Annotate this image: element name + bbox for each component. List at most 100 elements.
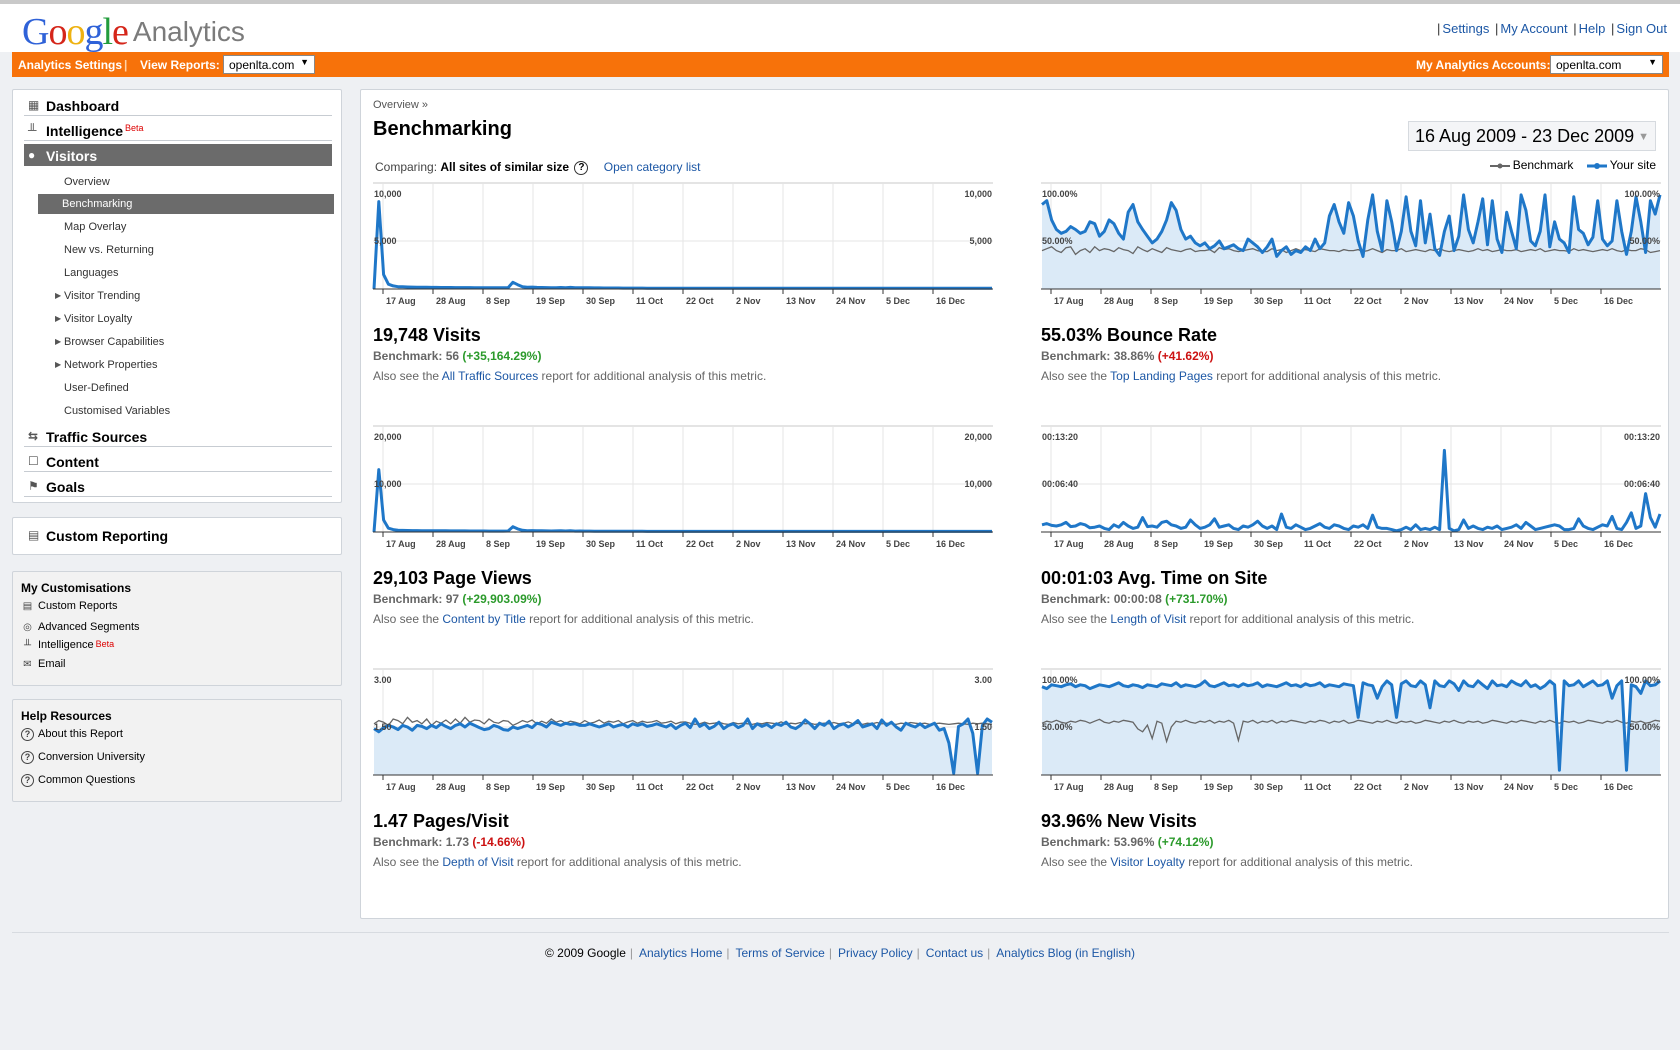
subnav-benchmarking[interactable]: Benchmarking [38, 194, 334, 214]
x-tick-label: 24 Nov [1504, 296, 1534, 306]
common-questions-link[interactable]: ? Common Questions [21, 774, 135, 792]
nav-custom-reporting[interactable]: ▤ Custom Reporting [24, 524, 332, 546]
nav-content[interactable]: ☐ Content [24, 450, 332, 472]
footer-analytics-home-link[interactable]: Analytics Home [639, 946, 723, 960]
x-tick-label: 5 Dec [1554, 296, 1578, 306]
metric-block-new-visits: 17 Aug 28 Aug 8 Sep 19 Sep 30 Sep 11 Oct 22 Oc… [1041, 668, 1661, 879]
nav-intelligence[interactable]: ╨ Intelligence Beta [24, 119, 332, 141]
x-tick-label: 16 Dec [936, 296, 965, 306]
your-site-series-line [372, 200, 992, 290]
subnav-network-properties[interactable]: ▶ Network Properties [38, 355, 334, 375]
your-site-series-line [372, 468, 992, 533]
subnav-user-defined[interactable]: User-Defined [64, 382, 129, 394]
x-tick-label: 11 Oct [636, 296, 663, 306]
line-chart-visits: 17 Aug 28 Aug 8 Sep 19 Sep 30 Sep 11 Oct 22 Oc… [372, 182, 993, 306]
related-report-link[interactable]: All Traffic Sources [441, 369, 539, 383]
x-tick-label: 19 Sep [536, 539, 566, 549]
google-wordmark: Google [22, 11, 129, 53]
advanced-segments-link[interactable]: ◎ Advanced Segments [21, 621, 139, 639]
subnav-map-overlay[interactable]: Map Overlay [64, 221, 127, 233]
subnav-visitor-trending[interactable]: ▶ Visitor Trending [38, 286, 334, 306]
related-report-link[interactable]: Length of Visit [1110, 612, 1187, 626]
dropdown-arrow-icon: ▼ [1648, 57, 1657, 67]
subnav-languages[interactable]: Languages [64, 267, 119, 279]
view-reports-label: View Reports: [140, 58, 220, 72]
conversion-university-link[interactable]: ? Conversion University [21, 751, 145, 769]
your-site-series-line [373, 717, 993, 775]
intelligence-link[interactable]: ╨ Intelligence Beta [21, 639, 114, 657]
footer-terms-link[interactable]: Terms of Service [735, 946, 825, 960]
subnav-customised-variables[interactable]: Customised Variables [64, 405, 171, 417]
related-report-link[interactable]: Depth of Visit [442, 855, 514, 869]
x-tick-label: 22 Oct [1354, 782, 1382, 792]
subnav-browser-capabilities[interactable]: ▶ Browser Capabilities [38, 332, 334, 352]
open-category-list-link[interactable]: Open category list [603, 160, 701, 174]
beta-badge: Beta [95, 639, 115, 649]
analytics-settings-link[interactable]: Analytics Settings [18, 58, 123, 72]
help-icon: ? [21, 751, 34, 764]
help-icon[interactable]: ? [574, 161, 589, 175]
header: Google Analytics | Settings | My Account | H… [0, 0, 1680, 53]
subnav-overview[interactable]: Overview [64, 176, 110, 188]
nav-traffic-sources[interactable]: ⇆ Traffic Sources [24, 425, 332, 447]
x-tick-label: 28 Aug [1104, 539, 1134, 549]
also-see-prefix: Also see the [373, 612, 443, 626]
sign-out-link[interactable]: Sign Out [1616, 21, 1667, 36]
footer-contact-link[interactable]: Contact us [925, 946, 984, 960]
breadcrumb-overview[interactable]: Overview » [373, 99, 429, 111]
help-link[interactable]: Help [1578, 21, 1606, 36]
legend-your-site-label: Your site [1609, 158, 1656, 172]
benchmark-change: (+731.70%) [1165, 592, 1228, 606]
x-tick-label: 30 Sep [1254, 296, 1284, 306]
about-report-link[interactable]: ? About this Report [21, 728, 123, 746]
main-content: Overview » Benchmarking Comparing: All s… [360, 89, 1669, 919]
content-icon: ☐ [28, 454, 39, 468]
footer: © 2009 Google | Analytics Home | Terms of Se… [544, 946, 1136, 960]
email-link[interactable]: ✉ Email [21, 658, 65, 676]
y-tick-label-right-mid: 5,000 [969, 236, 992, 246]
footer-privacy-link[interactable]: Privacy Policy [837, 946, 913, 960]
y-tick-label-right-mid: 00:06:40 [1624, 479, 1660, 489]
visitor-icon: ● [28, 148, 36, 162]
date-range-picker[interactable]: 16 Aug 2009 - 23 Dec 2009 ▼ [1408, 121, 1656, 151]
related-report-link[interactable]: Content by Title [442, 612, 526, 626]
accounts-select[interactable]: openlta.com ▼ [1550, 55, 1663, 74]
subnav-new-vs-returning[interactable]: New vs. Returning [64, 244, 154, 256]
your-site-area [374, 719, 992, 775]
y-tick-label-left-top: 10,000 [374, 189, 402, 199]
x-tick-label: 11 Oct [1304, 539, 1331, 549]
top-links: | Settings | My Account | Help | Sign Out [1437, 21, 1667, 36]
breadcrumb[interactable]: Overview » [373, 99, 428, 111]
y-tick-label-left-mid: 5,000 [374, 236, 397, 246]
related-report-link[interactable]: Top Landing Pages [1110, 369, 1213, 383]
footer-blog-link[interactable]: Analytics Blog (in English) [996, 946, 1136, 960]
subnav-visitor-loyalty[interactable]: ▶ Visitor Loyalty [38, 309, 334, 329]
metric-benchmark: Benchmark: 56 (+35,164.29%) [373, 349, 541, 363]
email-icon: ✉ [23, 659, 32, 670]
y-tick-label-right-top: 100.00% [1624, 675, 1660, 685]
date-range-value: 16 Aug 2009 - 23 Dec 2009 [1415, 126, 1635, 146]
line-chart-pagesvisit: 17 Aug 28 Aug 8 Sep 19 Sep 30 Sep 11 Oct 22 Oc… [373, 668, 993, 792]
view-reports-select[interactable]: openlta.com ▼ [223, 55, 315, 74]
x-tick-label: 24 Nov [836, 782, 866, 792]
settings-link[interactable]: Settings [1442, 21, 1490, 36]
x-tick-label: 22 Oct [1354, 539, 1382, 549]
custom-reports-link[interactable]: ▤ Custom Reports [21, 600, 118, 618]
metric-also-see: Also see the All Traffic Sources report … [373, 369, 766, 383]
beta-badge: Beta [125, 123, 144, 133]
nav-dashboard[interactable]: ▦ Dashboard [24, 94, 332, 116]
my-customisations-title: My Customisations [21, 581, 132, 595]
x-tick-label: 24 Nov [1504, 539, 1534, 549]
also-see-prefix: Also see the [373, 855, 443, 869]
google-analytics-logo[interactable]: Google Analytics [22, 10, 245, 53]
benchmark-series-line [1041, 245, 1661, 256]
nav-goals[interactable]: ⚑ Goals [24, 475, 332, 497]
my-account-link[interactable]: My Account [1500, 21, 1568, 36]
x-tick-label: 13 Nov [1454, 539, 1484, 549]
nav-visitors[interactable]: ● Visitors [24, 144, 332, 166]
custom-reports-label: Custom Reports [38, 600, 118, 612]
x-tick-label: 30 Sep [586, 539, 616, 549]
related-report-link[interactable]: Visitor Loyalty [1110, 855, 1185, 869]
x-tick-label: 11 Oct [1304, 296, 1331, 306]
line-chart-bounce: 17 Aug 28 Aug 8 Sep 19 Sep 30 Sep 11 Oct 22 Oc… [1041, 182, 1662, 306]
